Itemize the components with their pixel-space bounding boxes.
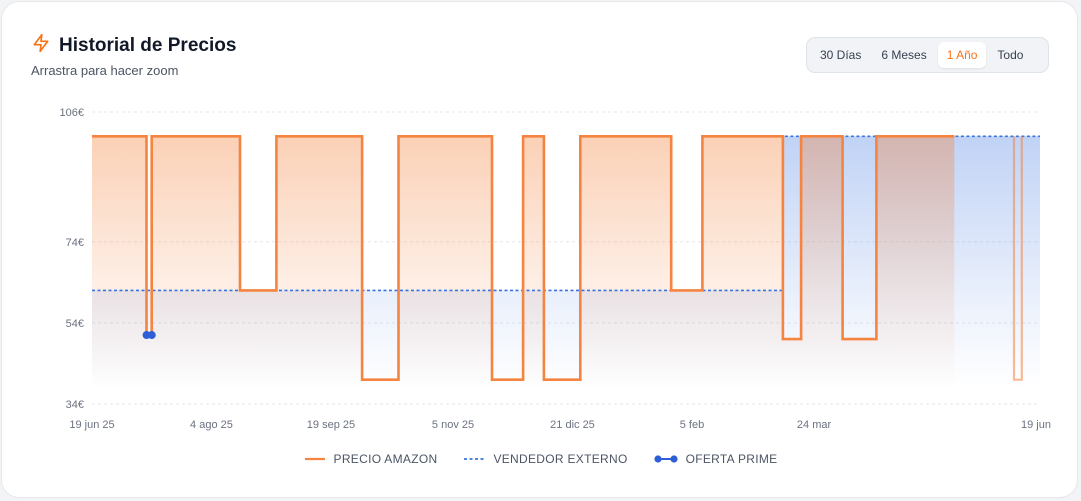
legend-item-amazon[interactable]: PRECIO AMAZON	[304, 452, 438, 466]
x-tick-label: 19 jun	[1021, 419, 1051, 431]
x-tick-label: 5 feb	[680, 419, 704, 431]
x-tick-label: 4 ago 25	[190, 419, 233, 431]
x-tick-label: 5 nov 25	[432, 419, 474, 431]
time-range-selector: 30 Días 6 Meses 1 Año Todo	[806, 37, 1049, 73]
amazon-line-swatch	[304, 457, 325, 461]
legend-label-amazon: PRECIO AMAZON	[333, 452, 438, 466]
amazon-price-line	[92, 135, 955, 381]
x-tick-label: 19 jun 25	[69, 419, 114, 431]
x-tick-label: 21 dic 25	[550, 419, 595, 431]
range-1-year-button[interactable]: 1 Año	[937, 42, 987, 68]
legend-item-prime[interactable]: OFERTA PRIME	[654, 452, 778, 466]
prime-offer-point	[147, 331, 156, 340]
header: Historial de Precios	[31, 33, 236, 58]
y-tick-label: 106€	[60, 107, 84, 119]
chart-legend: PRECIO AMAZON VENDEDOR EXTERNO OFERTA PR…	[0, 452, 1081, 466]
x-tick-label: 19 sep 25	[307, 419, 355, 431]
y-tick-label: 54€	[66, 318, 84, 330]
page-title: Historial de Precios	[59, 34, 237, 56]
legend-label-external: VENDEDOR EXTERNO	[493, 452, 628, 466]
external-dashed-swatch	[464, 458, 485, 460]
amazon-price-line-segment	[1012, 136, 1023, 381]
y-tick-label: 34€	[66, 399, 84, 411]
legend-item-external[interactable]: VENDEDOR EXTERNO	[463, 452, 627, 466]
legend-label-prime: OFERTA PRIME	[685, 452, 778, 466]
prime-marker-swatch	[654, 455, 678, 463]
zoom-hint: Arrastra para hacer zoom	[31, 63, 179, 78]
x-tick-label: 24 mar	[797, 419, 832, 431]
lightning-icon	[31, 33, 51, 58]
range-all-button[interactable]: Todo	[997, 48, 1024, 62]
range-30-days-button[interactable]: 30 Días	[820, 48, 862, 62]
y-tick-label: 74€	[66, 237, 84, 249]
range-6-months-button[interactable]: 6 Meses	[881, 48, 927, 62]
